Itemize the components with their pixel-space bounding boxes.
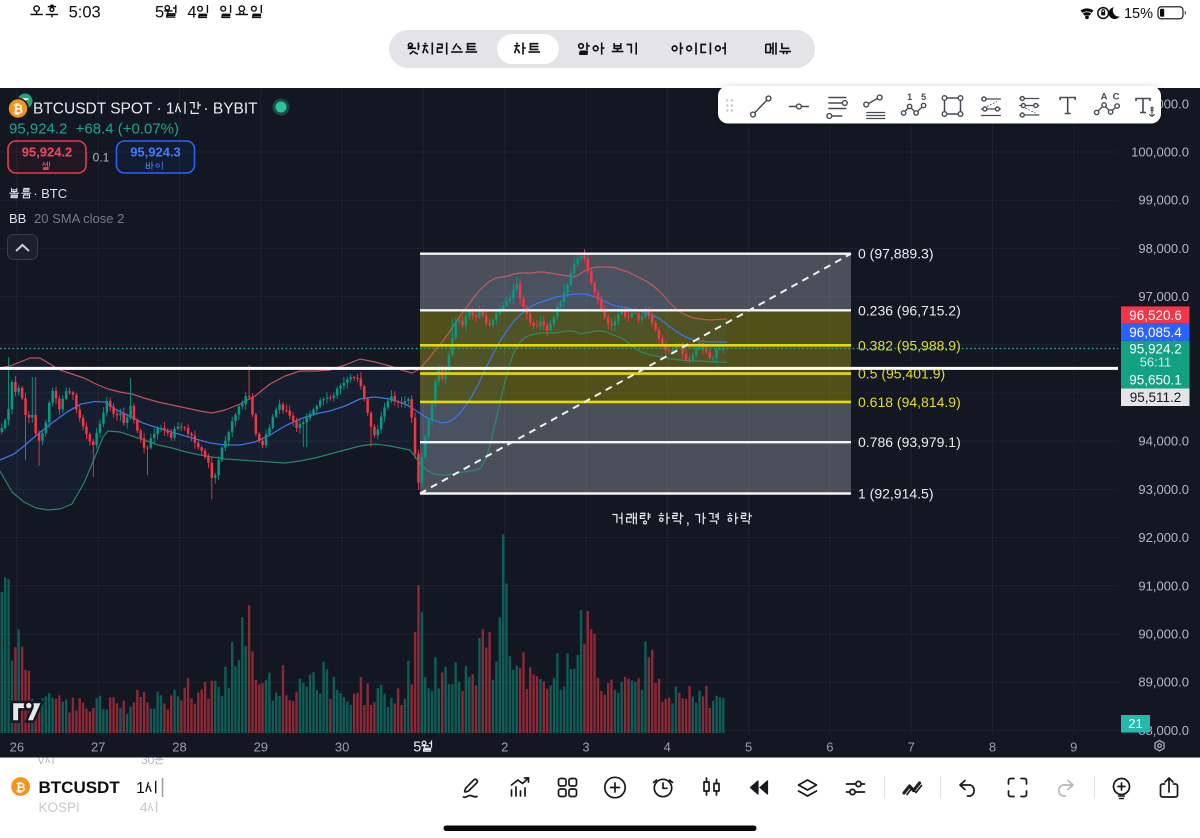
svg-text:95,924.2: 95,924.2 [9,121,67,138]
svg-text:88,000.0: 88,000.0 [1138,723,1189,738]
svg-text:94,000.0: 94,000.0 [1138,434,1189,449]
svg-text:21: 21 [1128,716,1142,731]
svg-text:0.5 (95,401.9): 0.5 (95,401.9) [858,366,945,382]
svg-text:5:03: 5:03 [61,4,101,22]
svg-text:5: 5 [921,92,926,102]
svg-text:0 (97,889.3): 0 (97,889.3) [858,246,934,262]
svg-text:0.1: 0.1 [93,151,110,165]
svg-text:BB: BB [9,211,26,226]
svg-text:3: 3 [582,740,589,755]
svg-text:· BTC: · BTC [33,186,67,201]
svg-text:+68.4 (+0.07%): +68.4 (+0.07%) [76,121,179,138]
svg-text:5: 5 [413,740,421,756]
svg-text:95,924.2: 95,924.2 [1129,341,1182,356]
svg-text:5: 5 [155,4,164,22]
svg-text:95,924.3: 95,924.3 [130,145,181,160]
svg-text:1: 1 [907,92,912,102]
svg-text:KOSPI: KOSPI [39,800,80,815]
svg-text:4: 4 [664,740,671,755]
svg-text:4: 4 [140,800,148,815]
svg-text:5: 5 [745,740,752,755]
svg-text:BTCUSDT SPOT · 1: BTCUSDT SPOT · 1 [33,101,175,118]
svg-text:56:11: 56:11 [1140,355,1172,370]
svg-text:7: 7 [908,740,915,755]
svg-text:28: 28 [172,740,186,755]
svg-text:4: 4 [180,4,197,22]
svg-text:0.618 (94,814.9): 0.618 (94,814.9) [858,394,961,410]
svg-text:89,000.0: 89,000.0 [1138,675,1189,690]
svg-text:95,650.1: 95,650.1 [1129,372,1182,387]
svg-text:95,511.2: 95,511.2 [1130,390,1182,405]
svg-text:91,000.0: 91,000.0 [1138,578,1189,593]
svg-text:26: 26 [10,740,24,755]
svg-text:93,000.0: 93,000.0 [1138,482,1189,497]
svg-text:1 (92,914.5): 1 (92,914.5) [858,486,934,502]
svg-text:29: 29 [254,740,268,755]
svg-text:27: 27 [91,740,105,755]
svg-text:BTCUSDT: BTCUSDT [39,778,121,797]
svg-text:₿: ₿ [13,103,23,117]
svg-text:A: A [1101,92,1108,103]
svg-text:30: 30 [335,740,349,755]
svg-text:92,000.0: 92,000.0 [1138,530,1189,545]
svg-text:90,000.0: 90,000.0 [1138,627,1189,642]
svg-text:30: 30 [141,753,155,767]
svg-text:9: 9 [1070,740,1077,755]
svg-text:97,000.0: 97,000.0 [1138,289,1189,304]
svg-text:0.236 (96,715.2): 0.236 (96,715.2) [858,302,961,318]
svg-text:0.786 (93,979.1): 0.786 (93,979.1) [858,434,961,450]
svg-text:100,000.0: 100,000.0 [1131,145,1189,160]
svg-text:95,924.2: 95,924.2 [22,145,73,160]
svg-text:20 SMA close 2: 20 SMA close 2 [34,211,124,226]
svg-text:₿: ₿ [16,780,26,794]
svg-text:96,520.6: 96,520.6 [1129,308,1182,323]
svg-text:99,000.0: 99,000.0 [1138,193,1189,208]
svg-text:96,085.4: 96,085.4 [1129,325,1182,340]
svg-text:2: 2 [501,740,508,755]
svg-text:0.382 (95,988.9): 0.382 (95,988.9) [858,337,961,353]
svg-text:· BYBIT: · BYBIT [203,101,258,118]
svg-text:V: V [37,753,45,767]
svg-text:1: 1 [136,780,145,797]
svg-text:15%: 15% [1124,6,1153,22]
svg-text:,: , [686,511,690,528]
svg-text:98,000.0: 98,000.0 [1138,241,1189,256]
svg-text:6: 6 [826,740,833,755]
svg-text:8: 8 [989,740,996,755]
svg-text:C: C [1113,92,1120,103]
